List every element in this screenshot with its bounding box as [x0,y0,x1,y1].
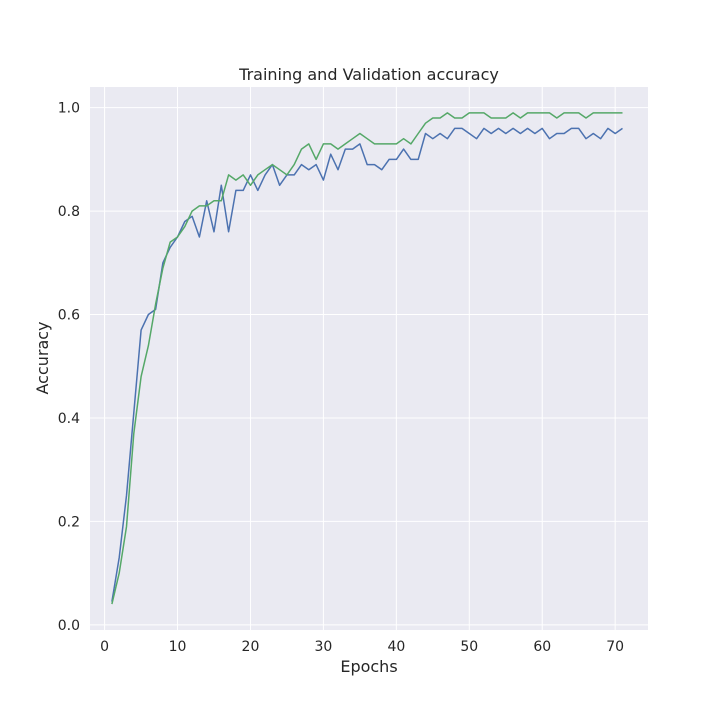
x-tick-label: 10 [169,639,187,655]
chart-title: Training and Validation accuracy [238,65,499,84]
y-axis-label: Accuracy [33,321,52,394]
series-line-1 [111,127,623,602]
x-tick-label: 60 [533,639,551,655]
series-line-2 [111,112,623,605]
y-tick-labels: 0.0 0.2 0.4 0.6 0.8 1.0 [58,101,80,634]
x-tick-labels: 0 10 20 30 40 50 60 70 [100,639,624,655]
x-tick-label: 40 [387,639,405,655]
y-tick-label: 0.4 [58,411,80,427]
x-tick-label: 20 [242,639,260,655]
y-tick-label: 0.0 [58,618,80,634]
x-axis-label: Epochs [340,657,397,676]
x-tick-label: 30 [314,639,332,655]
grid [90,87,648,630]
y-tick-label: 0.8 [58,204,80,220]
series-layer [111,112,623,605]
y-tick-label: 0.2 [58,514,80,530]
plot-background [90,87,648,630]
x-tick-label: 70 [606,639,624,655]
x-tick-label: 50 [460,639,478,655]
x-tick-label: 0 [100,639,109,655]
y-tick-label: 1.0 [58,101,80,117]
y-tick-label: 0.6 [58,308,80,324]
